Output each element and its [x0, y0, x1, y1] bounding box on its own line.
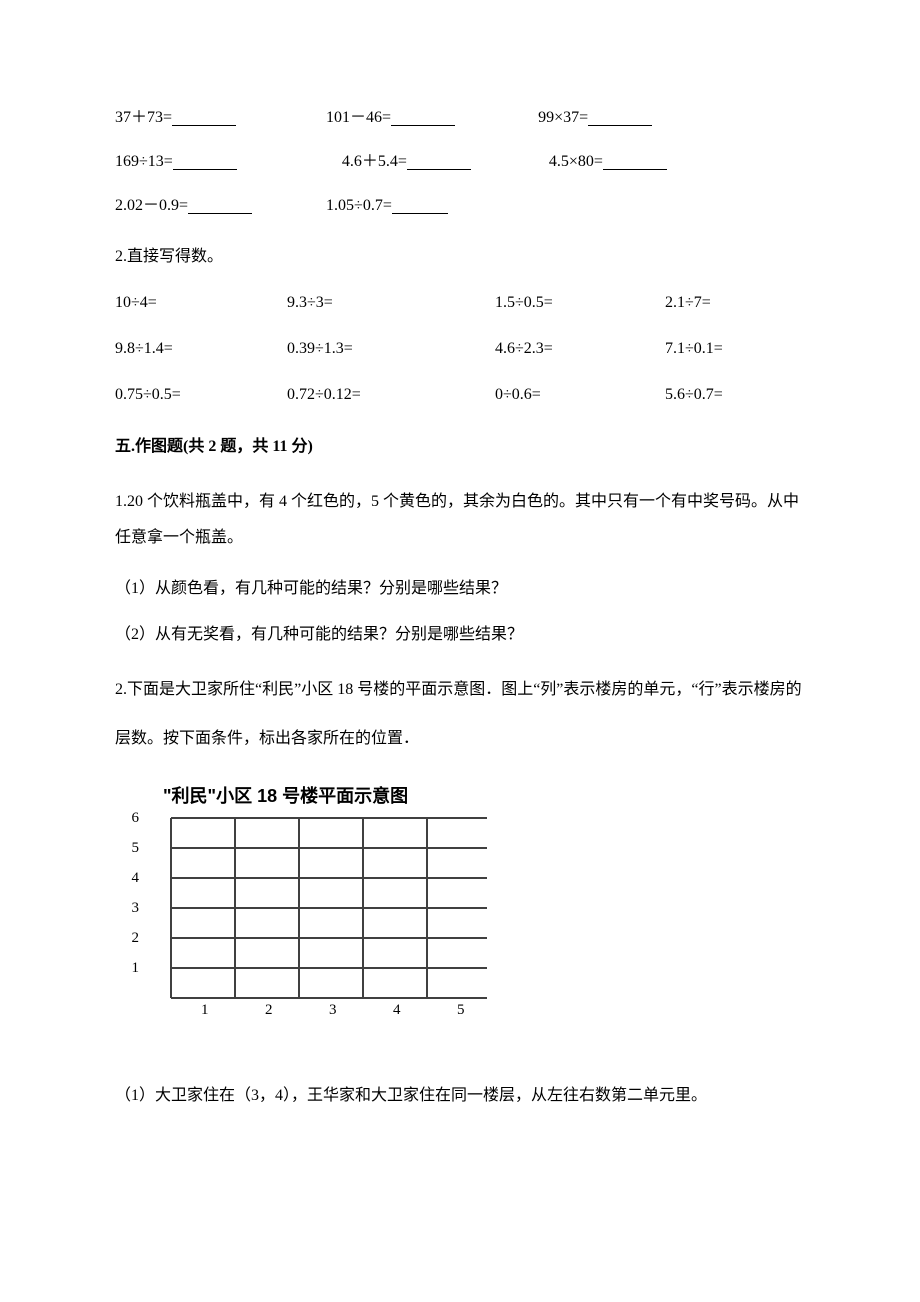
y-tick: 5: [125, 840, 139, 857]
q5-1-intro: 1.20 个饮料瓶盖中，有 4 个红色的，5 个黄色的，其余为白色的。其中只有一…: [115, 484, 810, 556]
q5-2-intro: 2.下面是大卫家所住“利民”小区 18 号楼的平面示意图．图上“列”表示楼房的单…: [115, 666, 810, 764]
answer-blank: [407, 155, 471, 170]
chart-title: "利民"小区 18 号楼平面示意图: [163, 782, 810, 808]
y-tick: 1: [125, 960, 139, 977]
x-tick: 3: [329, 1002, 337, 1019]
eq-text: 99×37=: [538, 109, 588, 126]
grid-svg: [147, 816, 487, 1006]
calc-cell: 5.6÷0.7=: [665, 386, 723, 404]
calc-row-3: 0.75÷0.5= 0.72÷0.12= 0÷0.6= 5.6÷0.7=: [115, 386, 810, 404]
y-tick: 4: [125, 870, 139, 887]
eq-cell: 169÷13=: [115, 154, 237, 170]
answer-blank: [603, 155, 667, 170]
answer-blank: [173, 155, 237, 170]
answer-blank: [188, 199, 252, 214]
eq-text: 2.02－0.9=: [115, 197, 188, 214]
answer-blank: [172, 111, 236, 126]
eq-cell: 1.05÷0.7=: [326, 198, 448, 214]
q5-2-sub1: （1）大卫家住在（3，4），王华家和大卫家住在同一楼层，从左往右数第二单元里。: [115, 1072, 810, 1121]
eq-text: 1.05÷0.7=: [326, 197, 392, 214]
eq-cell: 101－46=: [326, 110, 455, 126]
x-tick: 4: [393, 1002, 401, 1019]
y-tick: 3: [125, 900, 139, 917]
q2-label: 2.直接写得数。: [115, 242, 810, 266]
answer-blank: [392, 199, 448, 214]
calc-cell: 9.3÷3=: [287, 294, 495, 312]
eq-text: 37＋73=: [115, 109, 172, 126]
eq-cell: 4.5×80=: [549, 154, 667, 170]
eq-text: 169÷13=: [115, 153, 173, 170]
equation-row-2: 169÷13= 4.6＋5.4= 4.5×80=: [115, 154, 810, 170]
calc-cell: 9.8÷1.4=: [115, 340, 287, 358]
calc-row-1: 10÷4= 9.3÷3= 1.5÷0.5= 2.1÷7=: [115, 294, 810, 312]
calc-cell: 4.6÷2.3=: [495, 340, 665, 358]
eq-cell: 37＋73=: [115, 110, 236, 126]
eq-text: 4.6＋5.4=: [342, 153, 407, 170]
calc-cell: 2.1÷7=: [665, 294, 711, 312]
calc-cell: 0÷0.6=: [495, 386, 665, 404]
y-tick: 6: [125, 810, 139, 827]
calc-cell: 7.1÷0.1=: [665, 340, 723, 358]
y-tick: 2: [125, 930, 139, 947]
equation-row-3: 2.02－0.9= 1.05÷0.7=: [115, 198, 810, 214]
q5-1-sub2: （2）从有无奖看，有几种可能的结果？分别是哪些结果？: [115, 620, 810, 644]
eq-cell: 2.02－0.9=: [115, 198, 252, 214]
equation-row-1: 37＋73= 101－46= 99×37=: [115, 110, 810, 126]
calc-row-2: 9.8÷1.4= 0.39÷1.3= 4.6÷2.3= 7.1÷0.1=: [115, 340, 810, 358]
grid-chart: "利民"小区 18 号楼平面示意图 6 5 4 3 2 1 1 2 3 4 5: [125, 782, 810, 1024]
eq-text: 101－46=: [326, 109, 391, 126]
x-tick: 1: [201, 1002, 209, 1019]
eq-cell: 4.6＋5.4=: [342, 154, 471, 170]
calc-cell: 10÷4=: [115, 294, 287, 312]
eq-text: 4.5×80=: [549, 153, 603, 170]
calc-cell: 0.75÷0.5=: [115, 386, 287, 404]
section-5-title: 五.作图题(共 2 题，共 11 分): [115, 432, 810, 456]
answer-blank: [588, 111, 652, 126]
calc-cell: 0.39÷1.3=: [287, 340, 495, 358]
q5-1-sub1: （1）从颜色看，有几种可能的结果？分别是哪些结果？: [115, 574, 810, 598]
calc-cell: 0.72÷0.12=: [287, 386, 495, 404]
x-tick: 5: [457, 1002, 465, 1019]
x-axis-labels: 1 2 3 4 5: [125, 1002, 495, 1048]
eq-cell: 99×37=: [538, 110, 652, 126]
x-tick: 2: [265, 1002, 273, 1019]
answer-blank: [391, 111, 455, 126]
calc-cell: 1.5÷0.5=: [495, 294, 665, 312]
